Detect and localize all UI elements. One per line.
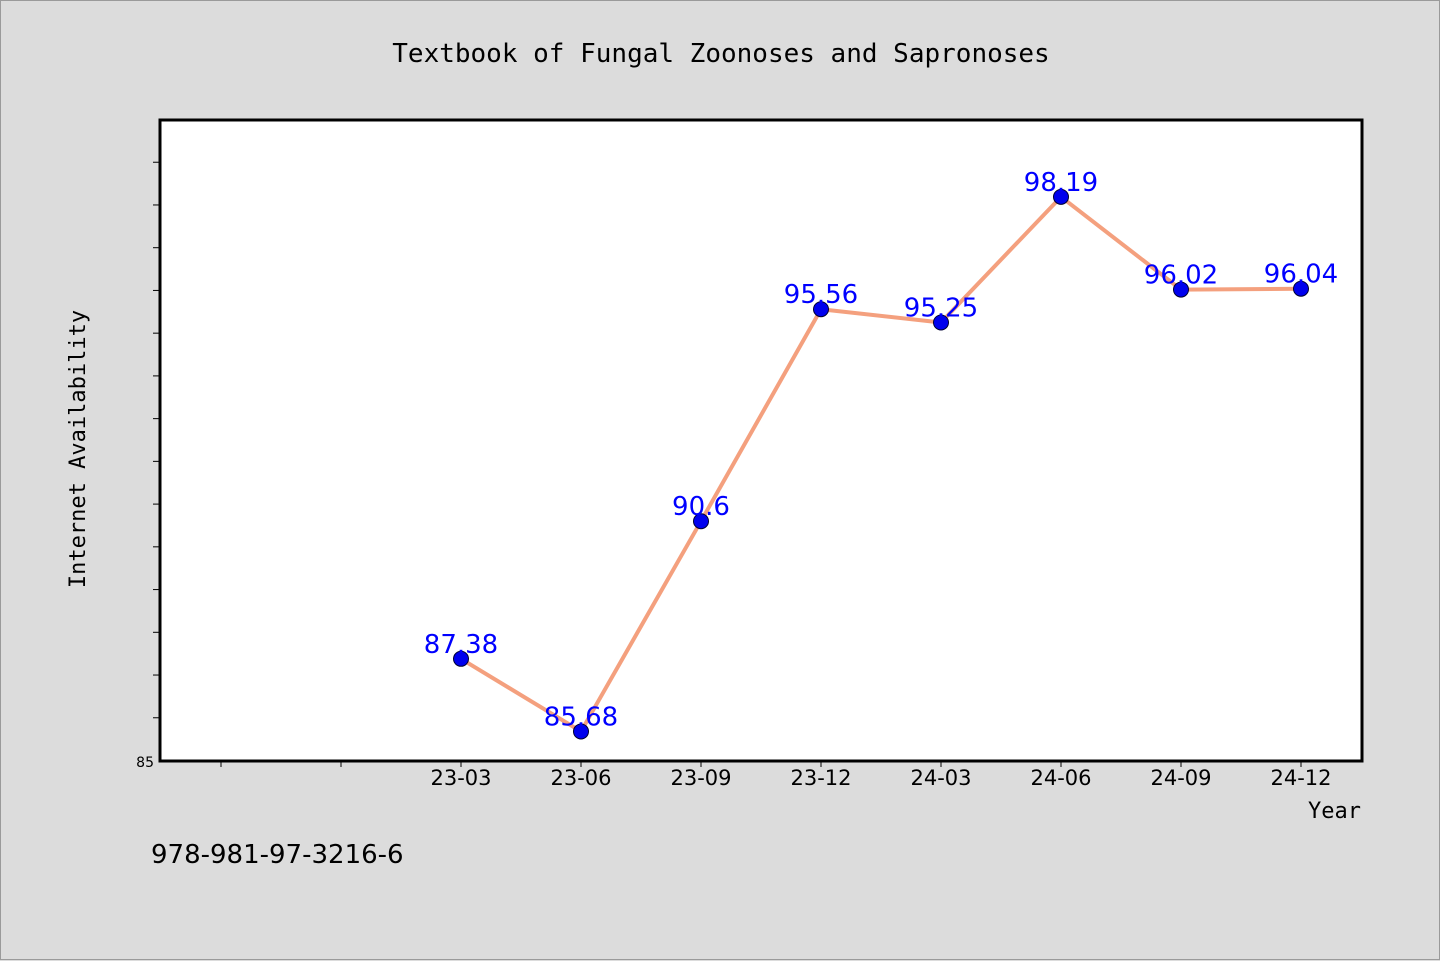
- data-point: [693, 513, 709, 530]
- data-point: [1173, 281, 1189, 298]
- data-point: [453, 650, 469, 667]
- data-label: 95.25: [904, 293, 978, 323]
- x-axis-ticks: 23-03 23-06 23-09 23-12 24-03 24-06 24-09 24-12: [430, 761, 1332, 790]
- data-label: 87.38: [424, 630, 498, 660]
- y-axis-ticks: [153, 161, 160, 719]
- x-tick-label: 24-12: [1270, 766, 1331, 790]
- x-tick-label: 23-03: [430, 766, 491, 790]
- data-point: [573, 723, 589, 740]
- data-label: 96.04: [1264, 260, 1338, 290]
- x-tick-label: 23-12: [790, 766, 851, 790]
- x-tick-label: 23-09: [670, 766, 731, 790]
- marker-layer: [453, 188, 1309, 740]
- x-tick-label: 23-06: [550, 766, 611, 790]
- x-axis-title: Year: [1308, 799, 1361, 824]
- series-layer: [459, 194, 1303, 734]
- plot-area: [158, 118, 1364, 763]
- y-tick-label: 85: [136, 755, 154, 771]
- chart-title: Textbook of Fungal Zoonoses and Sapronos…: [392, 39, 1049, 69]
- x-minor-ticks: [220, 761, 342, 767]
- data-point: [933, 314, 949, 331]
- data-label: 85.68: [544, 702, 618, 732]
- data-label: 98.19: [1024, 168, 1098, 198]
- isbn-footer: 978-981-97-3216-6: [151, 840, 404, 870]
- data-label: 95.56: [784, 280, 858, 310]
- y-axis-title: Internet Availability: [66, 310, 91, 588]
- x-tick-label: 24-09: [1150, 766, 1211, 790]
- data-label-layer: 87.38 85.68 90.6 95.56 95.25 98.19 96.02 96.04: [424, 168, 1338, 733]
- x-tick-label: 24-06: [1030, 766, 1091, 790]
- data-label: 96.02: [1144, 261, 1218, 291]
- data-point: [1053, 188, 1069, 205]
- data-point: [1293, 280, 1309, 297]
- series-line: [459, 194, 1303, 734]
- x-tick-label: 24-03: [910, 766, 971, 790]
- data-point: [813, 301, 829, 318]
- data-label: 90.6: [672, 492, 730, 522]
